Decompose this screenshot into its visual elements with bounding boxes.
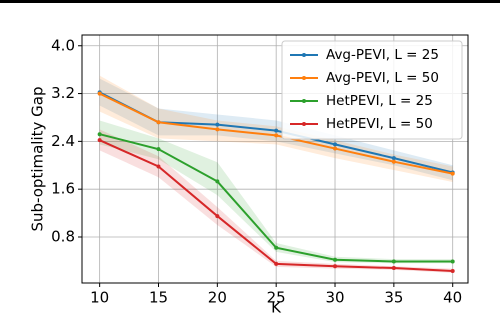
y-tick-label: 1.6 xyxy=(51,180,75,198)
legend: Avg-PEVI, L = 25 Avg-PEVI, L = 50 HetPEVI,… xyxy=(281,40,463,140)
point xyxy=(391,266,396,271)
legend-label: Avg-PEVI, L = 25 xyxy=(326,47,439,63)
x-tick-label: 35 xyxy=(384,289,403,307)
x-tick-label: 20 xyxy=(208,289,227,307)
point xyxy=(450,259,455,264)
plot-frame xyxy=(81,34,469,284)
legend-label: HetPEVI, L = 50 xyxy=(326,116,433,132)
x-tick-label: 40 xyxy=(443,289,462,307)
point xyxy=(333,257,338,262)
point xyxy=(274,261,279,266)
top-border xyxy=(0,0,500,3)
point xyxy=(391,259,396,264)
x-axis-label: K xyxy=(271,299,282,317)
x-tick-label: 25 xyxy=(267,289,286,307)
point xyxy=(215,179,220,184)
y-tick-label: 2.4 xyxy=(51,132,75,150)
point xyxy=(333,264,338,269)
point xyxy=(274,133,279,138)
point xyxy=(215,214,220,219)
legend-box xyxy=(281,40,463,140)
point xyxy=(97,91,102,96)
legend-marker xyxy=(302,76,306,80)
point xyxy=(450,171,455,176)
point xyxy=(450,269,455,274)
point xyxy=(333,146,338,151)
legend-label: HetPEVI, L = 25 xyxy=(326,93,433,109)
x-tick-label: 30 xyxy=(325,289,344,307)
point xyxy=(274,128,279,133)
point xyxy=(156,147,161,152)
legend-marker xyxy=(302,53,306,57)
legend-label: Avg-PEVI, L = 50 xyxy=(326,70,439,86)
y-tick-label: 4.0 xyxy=(51,36,75,54)
point xyxy=(156,120,161,125)
point xyxy=(215,122,220,127)
point xyxy=(274,245,279,250)
point xyxy=(97,132,102,137)
point xyxy=(156,164,161,169)
x-tick-label: 15 xyxy=(149,289,168,307)
y-tick-label: 0.8 xyxy=(51,227,75,245)
point xyxy=(97,138,102,143)
legend-marker xyxy=(302,122,306,126)
legend-marker xyxy=(302,99,306,103)
point xyxy=(391,159,396,164)
point xyxy=(215,127,220,132)
confidence-band xyxy=(99,120,453,264)
point xyxy=(333,142,338,147)
y-tick-label: 3.2 xyxy=(51,84,75,102)
point xyxy=(391,156,396,161)
y-axis-label: Sub-optimality Gap xyxy=(29,87,47,232)
x-tick-label: 10 xyxy=(90,289,109,307)
